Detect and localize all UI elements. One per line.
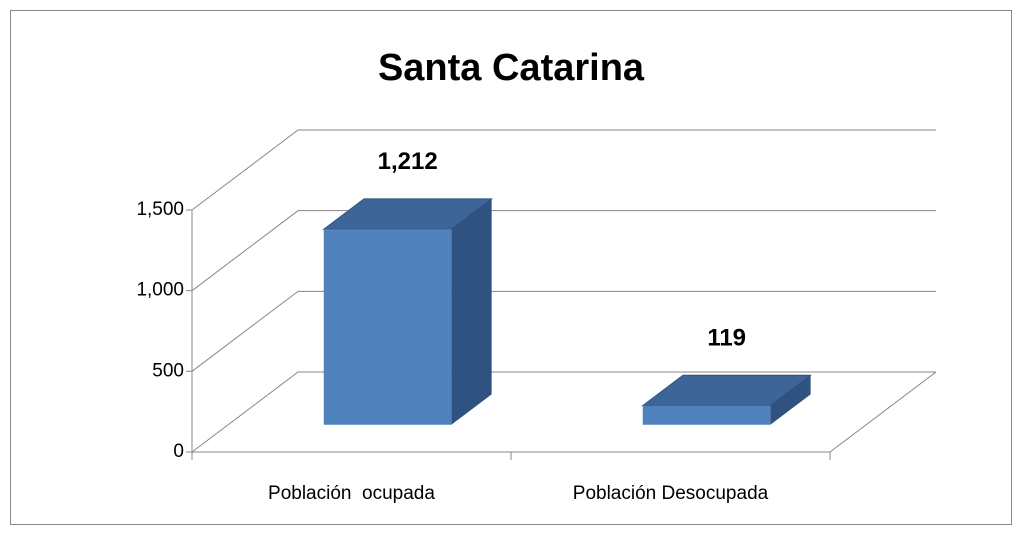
bar (323, 229, 452, 425)
grid-line (191, 290, 936, 372)
grid-line (191, 371, 936, 453)
bar-side (770, 375, 811, 425)
y-tick-label: 0 (173, 441, 184, 462)
grid-line (191, 129, 936, 211)
chart-title: Santa Catarina (378, 47, 645, 89)
value-label: 1,212 (378, 148, 438, 175)
bar (642, 405, 771, 425)
y-tick-label: 500 (152, 360, 184, 381)
x-tick-label: Población Desocupada (573, 483, 769, 504)
y-tick-label: 1,000 (136, 280, 184, 301)
x-tick-label: Población ocupada (268, 483, 435, 504)
value-label: 119 (707, 325, 746, 352)
bar-side (451, 198, 492, 425)
grid-line (191, 210, 936, 292)
y-tick-label: 1,500 (136, 199, 184, 220)
chart-border (10, 10, 1012, 525)
